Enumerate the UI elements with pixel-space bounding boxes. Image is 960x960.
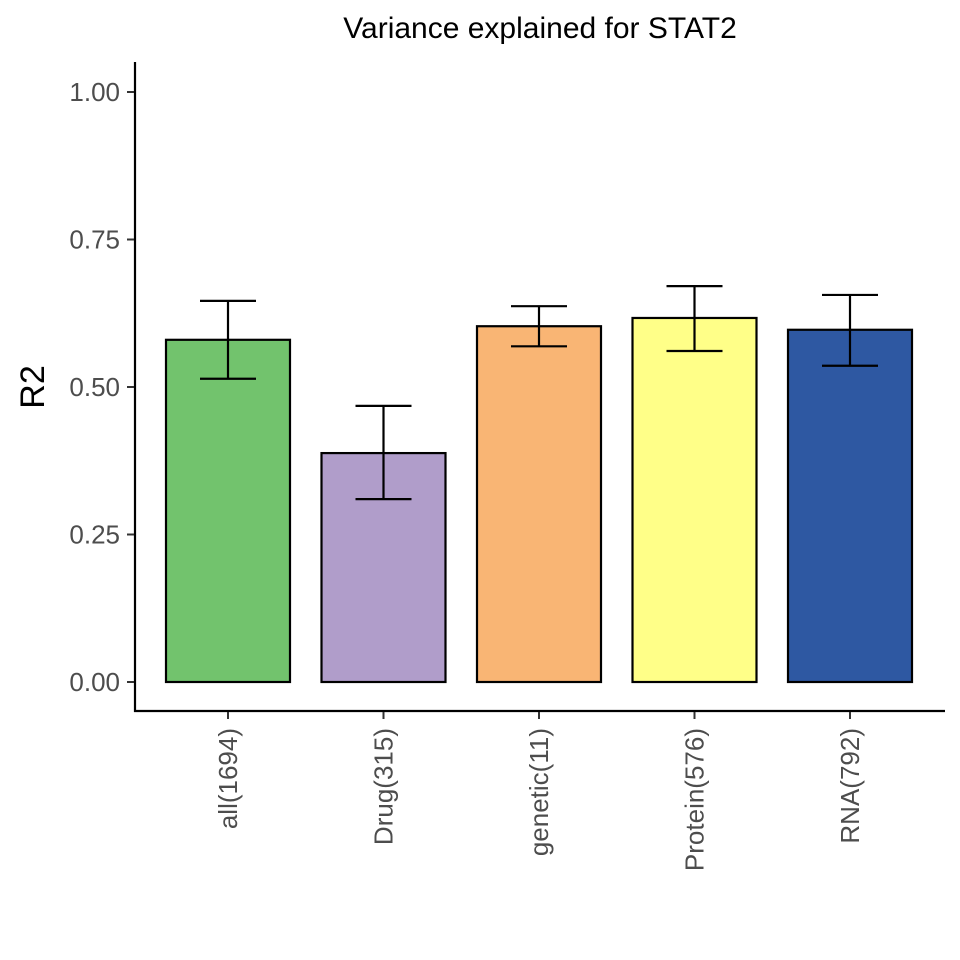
error-bar-1 [355,404,412,501]
error-bar-3 [666,285,723,353]
error-bars-group [200,285,878,501]
error-bar-0 [200,299,256,380]
bar-2 [475,325,603,684]
bar-3 [631,316,758,684]
y-axis-title: R2 [14,365,52,408]
y-tick-label: 0.00 [69,667,120,697]
x-tick-label: genetic(11) [524,728,554,856]
bar-0 [164,338,292,684]
bar-4 [786,328,914,684]
y-ticks-group: 0.00 0.25 0.50 0.75 1.00 [69,77,134,697]
y-tick-label: 0.75 [69,225,120,255]
x-tick-label: all(1694) [213,728,243,829]
x-tick-label: Drug(315) [369,728,399,845]
y-tick-label: 0.25 [69,520,120,550]
x-tick-label: Protein(576) [680,728,710,871]
error-bar-4 [822,293,878,367]
chart-title: Variance explained for STAT2 [343,12,737,45]
y-tick-label: 1.00 [69,77,120,107]
bars-group [164,316,914,684]
y-tick-label: 0.50 [69,372,120,402]
x-ticks-group: all(1694) Drug(315) genetic(11) Protein(576… [213,712,865,871]
error-bar-2 [511,305,567,348]
x-tick-label: RNA(792) [835,728,865,844]
